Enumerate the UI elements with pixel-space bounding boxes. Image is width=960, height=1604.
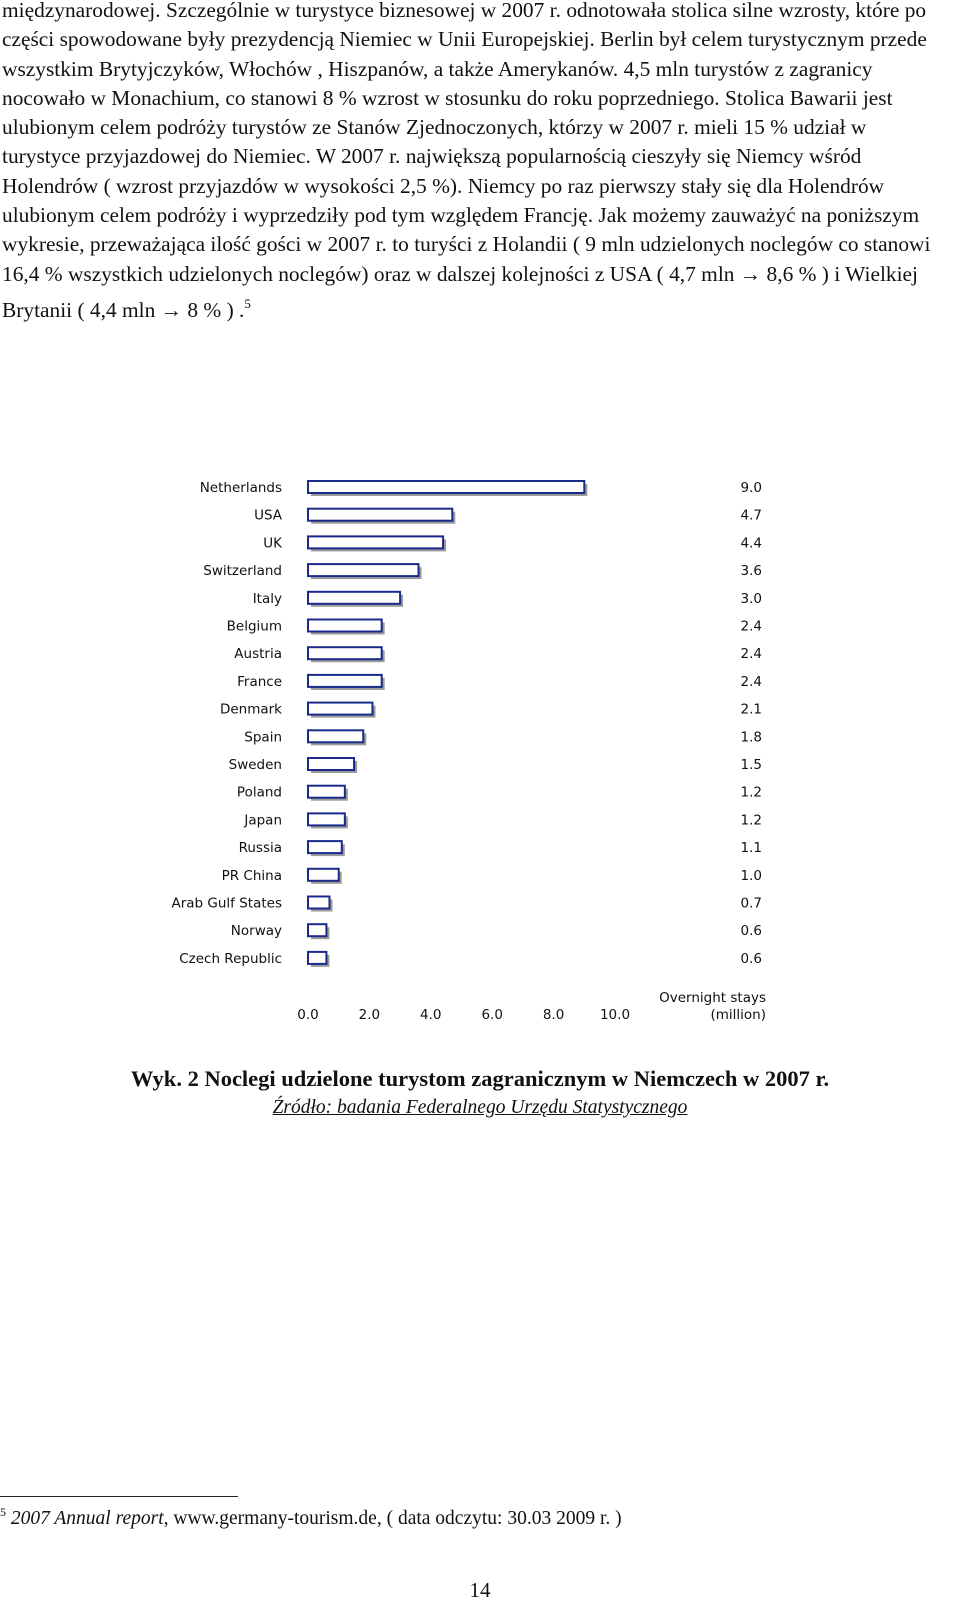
bar <box>307 480 586 494</box>
category-label: Austria <box>234 646 282 662</box>
value-label: 1.8 <box>741 729 762 745</box>
bar <box>307 840 343 855</box>
bar <box>307 618 383 633</box>
category-label: Netherlands <box>200 480 282 496</box>
category-label: Switzerland <box>203 563 282 579</box>
figure-caption-source: Źródło: badania Federalnego Urzędu Staty… <box>272 1097 688 1118</box>
category-label: UK <box>263 535 283 551</box>
footnote-reference: 5 <box>244 295 251 311</box>
bar <box>307 757 356 771</box>
x-tick-label: 6.0 <box>481 1007 502 1023</box>
value-label: 2.4 <box>741 619 762 635</box>
bar <box>307 729 365 744</box>
page-number: 14 <box>469 1578 491 1602</box>
bar <box>307 701 374 716</box>
category-label: Denmark <box>220 702 282 718</box>
value-label: 1.2 <box>741 812 762 828</box>
category-label: Italy <box>253 591 282 607</box>
category-label: PR China <box>222 868 282 884</box>
body-paragraph: międzynarodowej. Szczególnie w turystyce… <box>2 0 947 325</box>
value-label: 1.5 <box>741 757 762 773</box>
bar <box>307 923 328 938</box>
value-label: 3.0 <box>741 591 762 607</box>
bar <box>307 950 328 965</box>
overnight-stays-bar-chart: Netherlands 9.0 USA 4.7 UK 4.4 Switzerland 3.6 I… <box>172 480 766 1023</box>
value-label: 2.1 <box>741 702 762 718</box>
bar <box>307 673 383 688</box>
value-label: 1.1 <box>741 840 762 856</box>
value-label: 9.0 <box>741 480 762 496</box>
footnote-text: , www.germany-tourism.de, ( data odczytu… <box>163 1508 622 1529</box>
footnote: 5 2007 Annual report, www.germany-touris… <box>0 1505 622 1530</box>
value-label: 4.7 <box>741 508 762 524</box>
value-label: 1.2 <box>741 785 762 801</box>
category-label: Sweden <box>229 757 282 773</box>
category-label: Norway <box>231 923 282 939</box>
bar <box>307 784 346 799</box>
category-label: Czech Republic <box>179 951 282 967</box>
x-tick-label: 10.0 <box>600 1007 630 1023</box>
bar <box>307 590 402 605</box>
x-tick-label: 8.0 <box>543 1007 564 1023</box>
value-label: 0.7 <box>741 896 762 912</box>
category-label: Japan <box>243 812 282 828</box>
x-axis-unit: (million) <box>710 1007 766 1023</box>
value-label: 3.6 <box>741 563 762 579</box>
figure-caption-title: Wyk. 2 Noclegi udzielone turystom zagran… <box>130 1066 830 1091</box>
category-label: Poland <box>237 785 282 801</box>
footnote-divider <box>0 1496 238 1497</box>
category-label: Spain <box>244 729 282 745</box>
x-axis-label: Overnight stays <box>659 990 766 1006</box>
value-label: 2.4 <box>741 646 762 662</box>
value-label: 1.0 <box>741 868 762 884</box>
bar <box>307 867 340 882</box>
bar <box>307 507 454 522</box>
x-tick-label: 4.0 <box>420 1007 441 1023</box>
bar <box>307 646 383 661</box>
value-label: 4.4 <box>741 535 762 551</box>
bar <box>307 812 346 827</box>
category-label: France <box>237 674 282 690</box>
footnote-title: 2007 Annual report <box>10 1508 164 1529</box>
value-label: 0.6 <box>741 951 762 967</box>
category-label: Belgium <box>227 619 282 635</box>
body-text: międzynarodowej. Szczególnie w turystyce… <box>2 0 931 322</box>
x-tick-label: 2.0 <box>359 1007 380 1023</box>
bar <box>307 895 331 910</box>
bar <box>307 563 420 578</box>
category-label: Arab Gulf States <box>172 896 283 912</box>
footnote-number: 5 <box>0 1505 6 1519</box>
x-tick-label: 0.0 <box>297 1007 318 1023</box>
bar <box>307 535 445 550</box>
category-label: USA <box>254 508 283 524</box>
value-label: 0.6 <box>741 923 762 939</box>
category-label: Russia <box>239 840 282 856</box>
value-label: 2.4 <box>741 674 762 690</box>
